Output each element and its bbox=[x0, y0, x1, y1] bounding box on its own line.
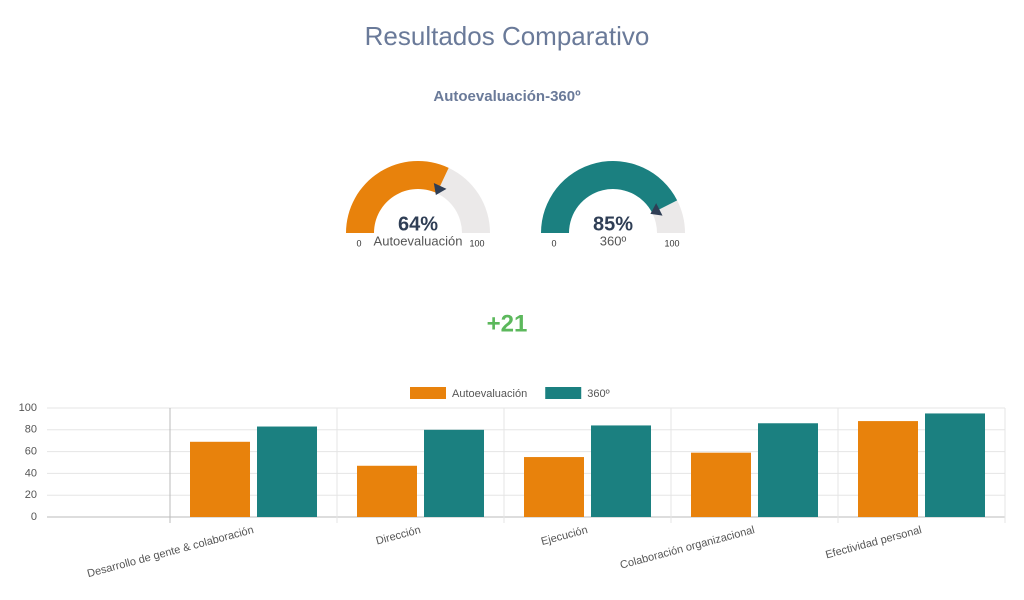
x-tick-label: Efectividad personal bbox=[824, 524, 923, 561]
gauge-arc bbox=[346, 161, 449, 233]
gauge-min: 0 bbox=[356, 238, 361, 248]
gauge-label: Autoevaluación bbox=[374, 233, 463, 248]
x-tick-label: Colaboración organizacional bbox=[619, 524, 756, 572]
bar bbox=[925, 413, 985, 517]
y-tick-label: 60 bbox=[25, 446, 37, 458]
gauge-label: 360º bbox=[600, 233, 627, 248]
bar bbox=[190, 441, 250, 517]
difference: +21 bbox=[487, 310, 528, 337]
bar bbox=[758, 423, 818, 517]
x-tick-label: Ejecución bbox=[540, 524, 589, 548]
gauge-marker bbox=[650, 203, 663, 216]
legend-swatch bbox=[410, 387, 446, 399]
bar bbox=[691, 452, 751, 517]
x-tick-label: Dirección bbox=[375, 524, 422, 547]
gauge-min: 0 bbox=[551, 238, 556, 248]
y-tick-label: 0 bbox=[31, 511, 37, 523]
y-tick-label: 20 bbox=[25, 489, 37, 501]
bar bbox=[357, 465, 417, 517]
legend-label: 360º bbox=[587, 388, 609, 400]
gauge-track bbox=[652, 200, 685, 233]
bar bbox=[858, 421, 918, 517]
y-tick-label: 80 bbox=[25, 424, 37, 436]
gauge-value: 64% bbox=[398, 213, 438, 235]
gauge-track bbox=[436, 167, 490, 233]
page-title: Resultados Comparativo bbox=[365, 21, 650, 51]
y-tick-label: 100 bbox=[19, 402, 37, 414]
gauge-max: 100 bbox=[469, 238, 484, 248]
gauge-value: 85% bbox=[593, 213, 633, 235]
bar bbox=[524, 457, 584, 517]
legend-swatch bbox=[545, 387, 582, 399]
gauge-marker bbox=[433, 182, 447, 195]
y-tick-label: 40 bbox=[25, 467, 37, 479]
x-tick-label: Desarrollo de gente & colaboración bbox=[86, 524, 255, 580]
subtitle: Autoevaluación-360º bbox=[433, 88, 581, 105]
gauge-max: 100 bbox=[664, 238, 679, 248]
bar bbox=[424, 429, 484, 517]
legend-label: Autoevaluación bbox=[452, 388, 527, 400]
gauge-arc bbox=[541, 160, 678, 233]
bar bbox=[591, 425, 651, 517]
bar bbox=[257, 426, 317, 517]
